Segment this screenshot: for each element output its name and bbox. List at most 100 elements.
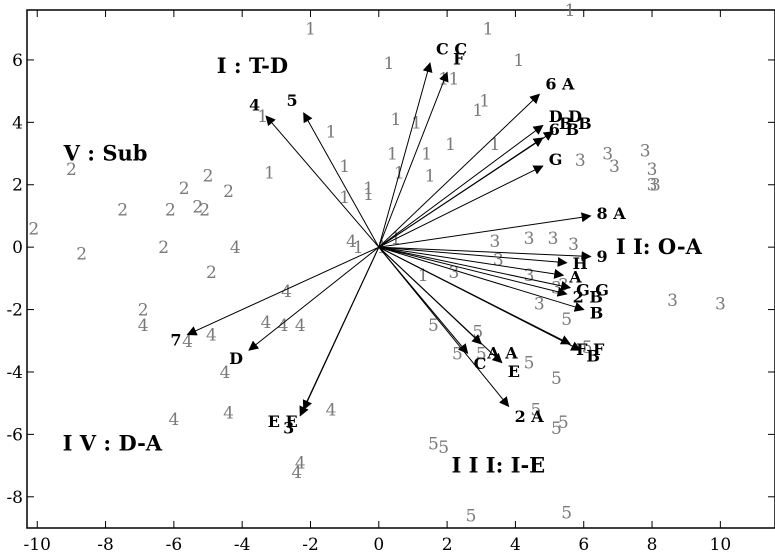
arrow-label: 6 A bbox=[545, 75, 575, 94]
scatter-point: 1 bbox=[472, 101, 483, 121]
scatter-point: 1 bbox=[449, 70, 460, 90]
scatter-point: 3 bbox=[524, 229, 535, 249]
x-tick-label: -10 bbox=[24, 535, 51, 555]
scatter-point: 3 bbox=[524, 266, 535, 286]
scatter-point: 1 bbox=[339, 188, 350, 208]
loading-arrow bbox=[378, 124, 544, 248]
scatter-point: 4 bbox=[295, 453, 306, 473]
x-tick-label: 0 bbox=[373, 535, 384, 555]
scatter-point: 5 bbox=[476, 344, 487, 364]
x-tick-label: 4 bbox=[510, 535, 521, 555]
scatter-point: 3 bbox=[575, 151, 586, 171]
group-label: V : Sub bbox=[63, 141, 148, 166]
loading-arrow bbox=[378, 93, 541, 248]
y-tick-label: 6 bbox=[12, 51, 23, 71]
loading-arrow bbox=[378, 137, 544, 248]
scatter-point: 1 bbox=[418, 266, 429, 286]
x-tick-label: -6 bbox=[166, 535, 183, 555]
arrow-label: G G bbox=[576, 281, 609, 300]
scatter-point: 1 bbox=[387, 145, 398, 165]
arrow-label: D D bbox=[549, 107, 582, 126]
loading-arrow bbox=[378, 246, 568, 297]
scatter-point: 1 bbox=[257, 107, 268, 127]
scatter-point: 1 bbox=[565, 1, 576, 21]
scatter-point: 1 bbox=[326, 123, 337, 143]
scatter-point: 5 bbox=[472, 322, 483, 342]
scatter-point: 2 bbox=[199, 201, 210, 221]
scatter-point: 5 bbox=[428, 435, 439, 455]
group-label: I V : D-A bbox=[63, 431, 163, 456]
arrow-label: 2 B bbox=[573, 287, 603, 306]
arrow-label: 9 bbox=[597, 247, 608, 266]
scatter-point: 1 bbox=[421, 145, 432, 165]
scatter-point: 1 bbox=[363, 185, 374, 205]
scatter-point: 4 bbox=[138, 316, 149, 336]
arrow-label: 5 bbox=[287, 91, 298, 110]
scatter-point: 3 bbox=[548, 229, 559, 249]
scatter-point: 3 bbox=[602, 145, 613, 165]
scatter-point: 1 bbox=[425, 166, 436, 186]
arrow-label: F F bbox=[576, 340, 605, 359]
scatter-point: 4 bbox=[230, 238, 241, 258]
x-tick-label: -8 bbox=[97, 535, 114, 555]
x-tick-label: -2 bbox=[302, 535, 319, 555]
scatter-point: 2 bbox=[138, 301, 149, 321]
x-tick-label: 10 bbox=[710, 535, 732, 555]
scatter-point: 5 bbox=[452, 344, 463, 364]
group-label: I I: O-A bbox=[616, 234, 703, 259]
scatter-point: 3 bbox=[490, 232, 501, 252]
scatter-point: 2 bbox=[179, 179, 190, 199]
scatter-point: 3 bbox=[449, 263, 460, 283]
scatter-point: 1 bbox=[339, 157, 350, 177]
loading-arrow bbox=[378, 246, 582, 351]
scatter-point: 1 bbox=[411, 113, 422, 133]
scatter-point: 1 bbox=[353, 238, 364, 258]
scatter-point: 3 bbox=[715, 294, 726, 314]
y-tick-label: -6 bbox=[6, 425, 23, 445]
scatter-point: 4 bbox=[182, 332, 193, 352]
scatter-point: 3 bbox=[667, 291, 678, 311]
scatter-point: 4 bbox=[326, 400, 337, 420]
scatter-point: 2 bbox=[158, 238, 169, 258]
group-label: I I I: I-E bbox=[451, 453, 545, 478]
scatter-point: 3 bbox=[647, 176, 658, 196]
x-tick-label: 8 bbox=[647, 535, 658, 555]
scatter-point: 1 bbox=[490, 135, 501, 155]
scatter-point: 3 bbox=[640, 141, 651, 161]
scatter-point: 4 bbox=[295, 316, 306, 336]
scatter-point: 2 bbox=[66, 160, 77, 180]
scatter-point: 4 bbox=[346, 232, 357, 252]
arrow-label: C C bbox=[436, 40, 467, 59]
scatter-point: 5 bbox=[551, 419, 562, 439]
scatter-point: 3 bbox=[650, 176, 661, 196]
scatter-point: 5 bbox=[561, 503, 572, 523]
scatter-point: 1 bbox=[264, 163, 275, 183]
loading-arrow bbox=[378, 165, 544, 248]
x-tick-label: 6 bbox=[578, 535, 589, 555]
arrow-label: E bbox=[508, 362, 520, 381]
scatter-point: 5 bbox=[438, 438, 449, 458]
arrow-label: B bbox=[590, 304, 604, 323]
scatter-point: 4 bbox=[168, 410, 179, 430]
scatter-point: 4 bbox=[291, 463, 302, 483]
scatter-point: 5 bbox=[524, 354, 535, 374]
loading-arrow bbox=[378, 62, 433, 248]
scatter-point: 4 bbox=[278, 316, 289, 336]
scatter-point: 1 bbox=[363, 179, 374, 199]
scatter-point: 3 bbox=[609, 157, 620, 177]
scatter-point: 4 bbox=[206, 326, 217, 346]
scatter-point: 5 bbox=[428, 316, 439, 336]
scatter-point: 3 bbox=[534, 294, 545, 314]
y-tick-label: 0 bbox=[12, 238, 23, 258]
scatter-point: 2 bbox=[203, 166, 214, 186]
y-tick-label: 2 bbox=[12, 176, 23, 196]
arrow-label: B bbox=[586, 347, 600, 366]
y-tick-label: -4 bbox=[6, 363, 23, 383]
arrow-label: H bbox=[573, 254, 588, 273]
scatter-point: 2 bbox=[117, 201, 128, 221]
scatter-point: 1 bbox=[384, 54, 395, 74]
arrow-label: A bbox=[568, 267, 582, 286]
scatter-point: 2 bbox=[192, 198, 203, 218]
loading-arrow bbox=[265, 115, 380, 248]
